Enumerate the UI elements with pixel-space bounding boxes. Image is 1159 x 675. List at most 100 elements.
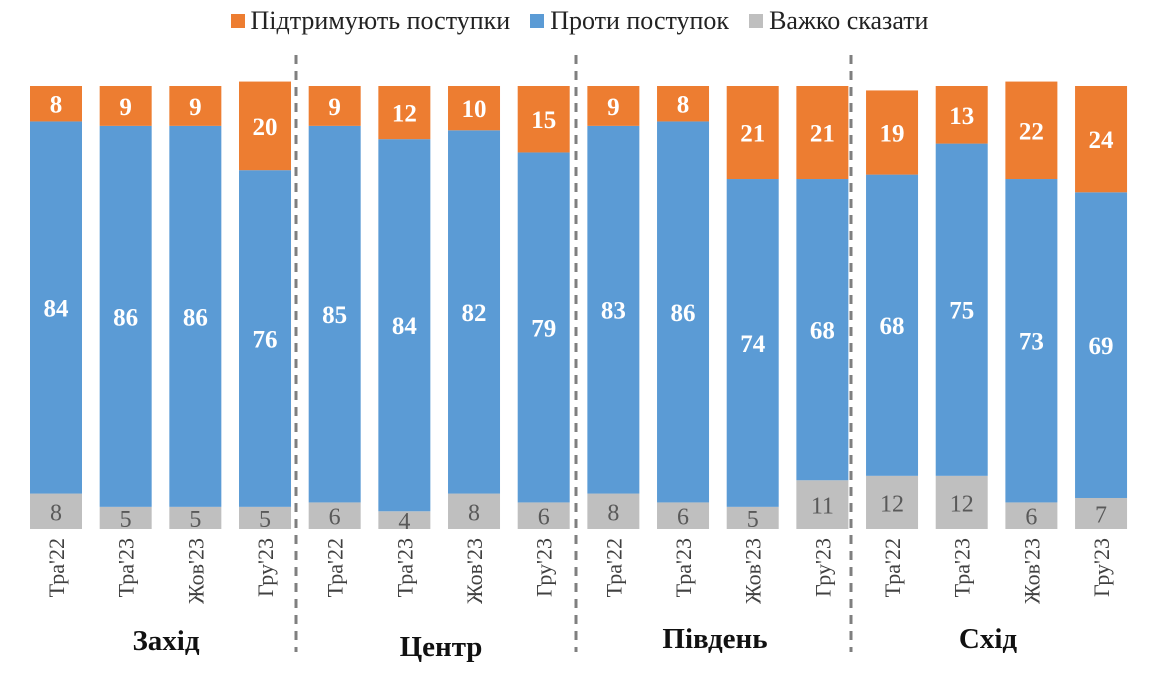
bar-segment-support [308, 86, 361, 126]
bar-segment-hard-to-say [99, 506, 152, 529]
bar-segment-hard-to-say [726, 506, 779, 529]
data-label: 74 [740, 331, 766, 358]
data-label: 75 [949, 298, 974, 325]
bar-segment-against [448, 130, 501, 494]
bar-segment-against [169, 125, 222, 507]
legend: Підтримують поступки Проти поступок Важк… [0, 6, 1159, 36]
bar-segment-against [866, 174, 919, 476]
bar-segment-against [99, 125, 152, 507]
bar-segment-hard-to-say [796, 480, 849, 529]
bar-segment-hard-to-say [587, 493, 640, 529]
data-label: 19 [880, 121, 905, 148]
data-label: 9 [607, 94, 620, 121]
category-label: Тра'22 [323, 538, 348, 597]
data-label: 8 [468, 500, 480, 526]
data-label: 7 [1095, 502, 1107, 528]
data-label: 85 [322, 302, 347, 329]
bar-segment-hard-to-say [448, 493, 501, 529]
bar-segment-against [517, 152, 570, 503]
group-label: Захід [132, 625, 199, 657]
bar-segment-against [1005, 179, 1058, 503]
data-label: 13 [949, 103, 974, 130]
bar-segment-hard-to-say [169, 506, 222, 529]
data-label: 79 [531, 315, 556, 342]
data-label: 20 [253, 114, 278, 141]
data-label: 21 [810, 121, 835, 148]
legend-swatch-hard-to-say [749, 14, 764, 28]
bar-segment-hard-to-say [866, 475, 919, 529]
bar-segment-support [30, 86, 82, 122]
bar-segment-support [935, 86, 988, 144]
bar-segment-against [308, 125, 361, 503]
bar-segment-hard-to-say [1075, 497, 1128, 529]
data-label: 84 [392, 313, 418, 340]
bar-segment-against [239, 170, 292, 507]
group-label: Південь [662, 623, 767, 655]
data-label: 22 [1019, 118, 1044, 145]
legend-label-support: Підтримують поступки [250, 6, 511, 35]
category-label: Тра'22 [880, 538, 905, 597]
legend-item-against: Проти поступок [530, 6, 729, 36]
data-label: 86 [113, 304, 138, 331]
data-label: 6 [329, 505, 341, 531]
legend-item-support: Підтримують поступки [230, 6, 511, 36]
data-label: 12 [392, 101, 417, 128]
data-label: 24 [1089, 127, 1115, 154]
data-label: 84 [44, 296, 70, 323]
data-label: 68 [880, 313, 905, 340]
legend-label-against: Проти поступок [550, 6, 730, 35]
bar-segment-support [517, 86, 570, 153]
data-label: 12 [950, 491, 974, 517]
bar-segment-hard-to-say [30, 493, 82, 529]
data-label: 9 [119, 94, 132, 121]
bar-segment-support [448, 86, 501, 131]
bar-segment-support [99, 86, 152, 126]
bar-segment-against [726, 179, 779, 507]
data-label: 82 [462, 300, 487, 327]
data-label: 6 [677, 505, 689, 531]
legend-item-hard-to-say: Важко сказати [749, 6, 928, 36]
data-label: 8 [50, 92, 63, 119]
category-label: Жов'23 [1019, 538, 1044, 604]
bar-segment-support [587, 86, 640, 126]
category-label: Гру'23 [532, 538, 557, 597]
data-label: 5 [189, 507, 201, 533]
bar-segment-hard-to-say [657, 502, 710, 529]
bar-segment-support [657, 86, 710, 122]
bar-segment-support [378, 86, 431, 140]
legend-swatch-support [230, 14, 245, 28]
data-label: 86 [671, 300, 696, 327]
data-label: 11 [811, 494, 834, 520]
data-label: 83 [601, 298, 626, 325]
data-label: 10 [462, 96, 487, 123]
legend-swatch-against [530, 14, 545, 28]
category-label: Тра'23 [114, 538, 139, 597]
category-label: Жов'23 [183, 538, 208, 604]
category-label: Гру'23 [810, 538, 835, 597]
group-label: Схід [959, 623, 1018, 655]
bar-segment-hard-to-say [378, 511, 431, 529]
category-label: Тра'22 [44, 538, 69, 597]
data-label: 4 [398, 509, 410, 535]
bar-segment-hard-to-say [308, 502, 361, 529]
data-label: 68 [810, 318, 835, 345]
group-label: Центр [400, 631, 483, 663]
category-label: Тра'23 [392, 538, 417, 597]
bar-segment-hard-to-say [517, 502, 570, 529]
data-label: 73 [1019, 329, 1044, 356]
bar-segment-hard-to-say [239, 506, 292, 529]
category-label: Жов'23 [462, 538, 487, 604]
data-label: 5 [259, 507, 271, 533]
category-label: Тра'23 [950, 538, 975, 597]
category-label: Гру'23 [253, 538, 278, 597]
data-label: 21 [740, 121, 765, 148]
data-label: 9 [328, 94, 341, 121]
bar-segment-support [169, 86, 222, 126]
bar-segment-support [239, 81, 292, 171]
bar-segment-support [866, 90, 919, 175]
bar-segment-support [726, 86, 779, 180]
data-label: 69 [1089, 333, 1114, 360]
bar-segment-against [796, 179, 849, 481]
